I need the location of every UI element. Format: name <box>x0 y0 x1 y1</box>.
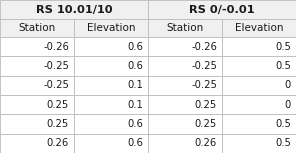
Text: 0: 0 <box>285 80 291 90</box>
Bar <box>0 114 74 134</box>
Text: -0.25: -0.25 <box>43 80 69 90</box>
Bar <box>148 134 222 153</box>
Bar <box>0 76 74 95</box>
Text: -0.26: -0.26 <box>191 42 217 52</box>
Bar <box>148 19 222 37</box>
Bar <box>222 114 296 134</box>
Bar <box>222 76 296 95</box>
Text: 0.25: 0.25 <box>195 119 217 129</box>
Bar <box>148 56 222 76</box>
Bar <box>0 56 74 76</box>
Text: 0.6: 0.6 <box>127 61 143 71</box>
Text: 0.6: 0.6 <box>127 119 143 129</box>
Text: 0: 0 <box>285 100 291 110</box>
Bar <box>74 19 148 37</box>
Text: RS 0/-0.01: RS 0/-0.01 <box>189 4 255 15</box>
Bar <box>0 95 74 114</box>
Bar <box>74 76 148 95</box>
Text: 0.5: 0.5 <box>275 138 291 148</box>
Bar <box>222 37 296 56</box>
Bar <box>222 56 296 76</box>
Text: Elevation: Elevation <box>235 23 283 33</box>
Text: Station: Station <box>166 23 204 33</box>
Bar <box>148 0 296 19</box>
Bar <box>148 95 222 114</box>
Text: 0.26: 0.26 <box>195 138 217 148</box>
Text: 0.25: 0.25 <box>195 100 217 110</box>
Bar <box>0 134 74 153</box>
Bar <box>0 19 74 37</box>
Bar <box>222 134 296 153</box>
Text: RS 10.01/10: RS 10.01/10 <box>36 4 112 15</box>
Bar <box>222 95 296 114</box>
Text: 0.25: 0.25 <box>47 100 69 110</box>
Text: Elevation: Elevation <box>87 23 135 33</box>
Text: 0.5: 0.5 <box>275 61 291 71</box>
Text: 0.6: 0.6 <box>127 42 143 52</box>
Bar <box>222 19 296 37</box>
Text: 0.5: 0.5 <box>275 119 291 129</box>
Text: 0.26: 0.26 <box>47 138 69 148</box>
Bar <box>0 0 148 19</box>
Text: -0.25: -0.25 <box>191 61 217 71</box>
Text: 0.1: 0.1 <box>127 80 143 90</box>
Bar <box>148 76 222 95</box>
Bar <box>148 114 222 134</box>
Bar <box>74 56 148 76</box>
Text: -0.25: -0.25 <box>191 80 217 90</box>
Bar <box>74 37 148 56</box>
Text: 0.5: 0.5 <box>275 42 291 52</box>
Text: Station: Station <box>18 23 56 33</box>
Text: -0.26: -0.26 <box>43 42 69 52</box>
Text: 0.25: 0.25 <box>47 119 69 129</box>
Bar <box>74 114 148 134</box>
Bar <box>74 134 148 153</box>
Text: 0.6: 0.6 <box>127 138 143 148</box>
Text: -0.25: -0.25 <box>43 61 69 71</box>
Bar <box>0 37 74 56</box>
Bar <box>74 95 148 114</box>
Text: 0.1: 0.1 <box>127 100 143 110</box>
Bar <box>148 37 222 56</box>
